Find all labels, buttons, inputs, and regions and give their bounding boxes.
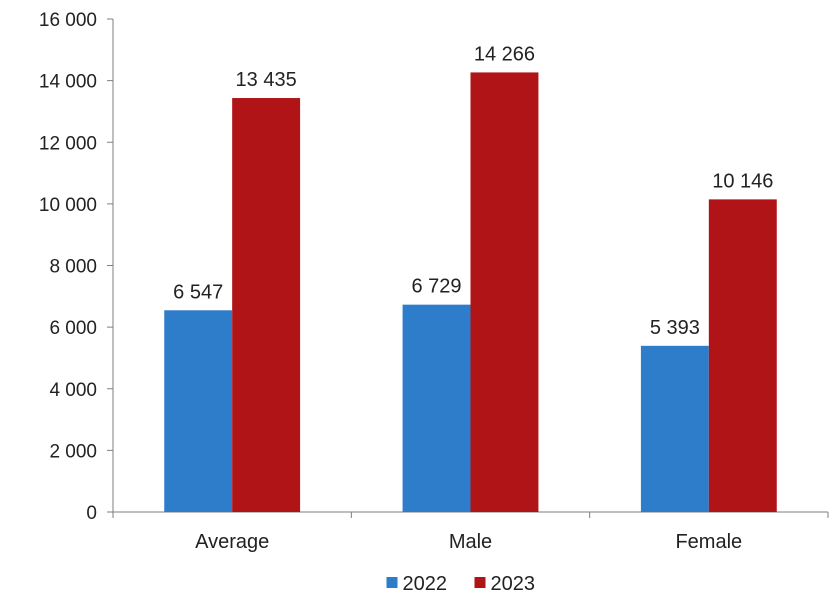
bar-male-2023 <box>470 72 539 512</box>
legend-swatch-2022 <box>386 577 398 588</box>
legend: 2022 2023 <box>386 573 536 595</box>
bar-average-2023 <box>232 98 301 513</box>
bar-female-2022 <box>640 345 709 512</box>
x-tick-label-average: Average <box>195 531 269 553</box>
y-tick-label: 0 <box>86 503 97 524</box>
legend-label-2022: 2022 <box>403 573 448 595</box>
data-label-average-2022: 6 547 <box>173 281 223 303</box>
data-label-female-2022: 5 393 <box>650 317 700 339</box>
y-tick-label: 14 000 <box>39 72 97 93</box>
y-tick-label: 8 000 <box>49 257 97 278</box>
data-label-male-2022: 6 729 <box>412 276 462 298</box>
y-tick-label: 10 000 <box>39 195 97 216</box>
y-tick-label: 12 000 <box>39 133 97 154</box>
y-axis: 0 2 000 4 000 6 000 8 000 10 000 12 000 14 000 1… <box>39 10 114 524</box>
legend-label-2023: 2023 <box>491 573 536 595</box>
data-label-average-2023: 13 435 <box>236 69 297 91</box>
data-labels: 6 547 13 435 6 729 14 266 5 393 10 146 <box>173 43 773 338</box>
x-axis: Average Male Female <box>112 511 829 553</box>
bar-male-2022 <box>402 304 471 512</box>
y-tick-label: 2 000 <box>49 441 97 462</box>
data-label-male-2023: 14 266 <box>474 43 535 65</box>
data-label-female-2023: 10 146 <box>712 170 773 192</box>
x-tick-label-male: Male <box>449 531 492 553</box>
y-tick-label: 16 000 <box>39 10 97 31</box>
legend-swatch-2023 <box>474 577 486 588</box>
bar-female-2023 <box>708 199 777 512</box>
x-tick-label-female: Female <box>675 531 742 553</box>
y-tick-label: 6 000 <box>49 318 97 339</box>
bar-average-2022 <box>164 310 233 512</box>
bars <box>164 72 777 513</box>
y-tick-label: 4 000 <box>49 380 97 401</box>
